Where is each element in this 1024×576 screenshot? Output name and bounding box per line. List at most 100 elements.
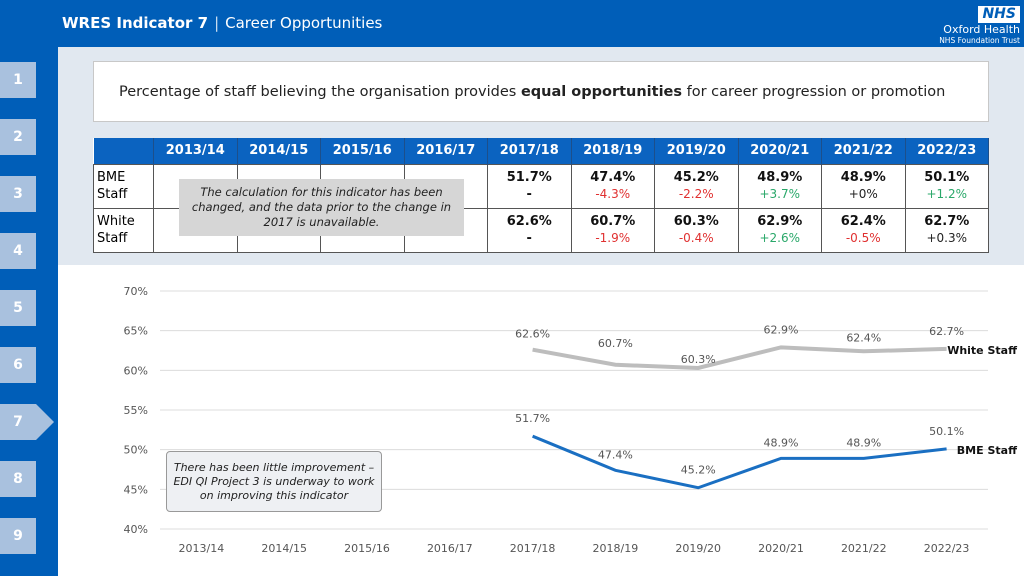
year-header: 2020/21 (738, 138, 822, 164)
indicator-subtitle: Career Opportunities (225, 14, 383, 32)
x-tick-label: 2014/15 (261, 542, 307, 555)
year-header: 2019/20 (654, 138, 739, 164)
cell-change: -2.2% (678, 187, 714, 201)
org-name: Oxford Health (943, 23, 1020, 36)
nav-item-2[interactable]: 2 (0, 119, 36, 155)
series-line-bme (532, 434, 947, 490)
table-cell: 62.6% - (487, 207, 572, 253)
cell-value: 60.3% (673, 214, 719, 229)
year-header: 2016/17 (404, 138, 488, 164)
nav-item-8[interactable]: 8 (0, 461, 36, 497)
cell-change: - (526, 187, 532, 202)
table-cell: 45.2% -2.2% (654, 163, 739, 209)
nav-item-3[interactable]: 3 (0, 176, 36, 212)
cell-value: 62.9% (757, 214, 803, 229)
x-tick-label: 2020/21 (758, 542, 804, 555)
y-tick-label: 65% (124, 325, 148, 338)
data-label: 48.9% (764, 436, 799, 449)
data-label: 50.1% (929, 425, 964, 438)
table-cell: 62.7% +0.3% (904, 207, 989, 253)
question-box: Percentage of staff believing the organi… (93, 61, 989, 122)
cell-change: -0.5% (845, 231, 881, 245)
cell-value: 47.4% (590, 170, 636, 185)
y-tick-label: 45% (124, 483, 148, 496)
nhs-logo: NHS Oxford Health NHS Foundation Trust (939, 3, 1020, 45)
x-tick-label: 2016/17 (427, 542, 473, 555)
nav-item-7[interactable]: 7 (0, 404, 54, 440)
cell-value: 48.9% (757, 170, 803, 185)
x-tick-label: 2022/23 (924, 542, 970, 555)
series-legend-label: BME Staff (957, 444, 1017, 457)
year-header: 2017/18 (487, 138, 572, 164)
cell-value: 62.6% (506, 214, 552, 229)
data-label: 62.7% (929, 325, 964, 338)
year-header: 2018/19 (571, 138, 655, 164)
y-tick-label: 60% (124, 364, 148, 377)
data-label: 47.4% (598, 448, 633, 461)
table-cell: 62.9% +2.6% (737, 207, 822, 253)
cell-value: 60.7% (590, 214, 636, 229)
row-label: White Staff (93, 207, 154, 253)
x-tick-label: 2013/14 (179, 542, 225, 555)
page-title: WRES Indicator 7 | Career Opportunities (62, 14, 382, 32)
chart-annotation: There has been little improvement – EDI … (166, 451, 382, 512)
nhs-logo-mark: NHS (978, 6, 1020, 23)
data-label: 45.2% (681, 464, 716, 477)
year-header: 2013/14 (153, 138, 238, 164)
series-legend-label: White Staff (947, 344, 1017, 357)
y-tick-label: 55% (124, 404, 148, 417)
cell-change: +1.2% (926, 187, 968, 201)
cell-change: -1.9% (595, 231, 631, 245)
x-tick-label: 2019/20 (675, 542, 721, 555)
cell-change: -4.3% (595, 187, 631, 201)
data-label: 62.9% (764, 323, 799, 336)
year-header: 2022/23 (905, 138, 989, 164)
data-label: 62.4% (846, 331, 881, 344)
cell-change: +3.7% (759, 187, 801, 201)
cell-value: 45.2% (673, 170, 719, 185)
data-label: 62.6% (515, 328, 550, 341)
table-cell: 50.1% +1.2% (904, 163, 989, 209)
cell-value: 48.9% (840, 170, 886, 185)
table-cell: 47.4% -4.3% (570, 163, 655, 209)
table-cell: 48.9% +0% (821, 163, 906, 209)
series-line-white (532, 345, 947, 370)
table-note: The calculation for this indicator has b… (179, 179, 464, 236)
question-text-post: for career progression or promotion (682, 83, 946, 100)
header-bar: WRES Indicator 7 | Career Opportunities NH… (0, 0, 1024, 47)
cell-change: - (526, 231, 532, 246)
cell-change: +2.6% (759, 231, 801, 245)
x-tick-label: 2015/16 (344, 542, 390, 555)
data-table: 2013/14 2014/15 2015/16 2016/17 2017/18 2018/… (93, 138, 989, 253)
nav-item-4[interactable]: 4 (0, 233, 36, 269)
title-separator: | (214, 14, 220, 32)
year-header: 2021/22 (821, 138, 906, 164)
x-tick-label: 2021/22 (841, 542, 887, 555)
data-label: 60.3% (681, 353, 716, 366)
y-tick-label: 50% (124, 444, 148, 457)
data-label: 51.7% (515, 412, 550, 425)
question-text-bold: equal opportunities (520, 83, 683, 100)
cell-change: +0% (848, 187, 878, 201)
table-row: White Staff 62.6% - 60.7% -1.9% 60.3% -0.4% 62.… (93, 207, 989, 253)
year-header: 2014/15 (237, 138, 321, 164)
nav-item-1[interactable]: 1 (0, 62, 36, 98)
cell-change: +0.3% (926, 231, 968, 245)
year-header: 2015/16 (320, 138, 405, 164)
indicator-title: WRES Indicator 7 (62, 14, 209, 32)
row-label: BME Staff (93, 163, 154, 209)
nav-item-6[interactable]: 6 (0, 347, 36, 383)
cell-value: 62.7% (924, 214, 970, 229)
data-label: 60.7% (598, 337, 633, 350)
table-cell: 60.7% -1.9% (570, 207, 655, 253)
table-cell: 60.3% -0.4% (654, 207, 739, 253)
nav-item-5[interactable]: 5 (0, 290, 36, 326)
nav-item-9[interactable]: 9 (0, 518, 36, 554)
x-tick-label: 2017/18 (510, 542, 556, 555)
question-text-pre: Percentage of staff believing the organi… (119, 83, 521, 100)
cell-value: 51.7% (506, 170, 552, 185)
data-label: 48.9% (846, 436, 881, 449)
cell-change: -0.4% (678, 231, 714, 245)
corner-header (93, 138, 154, 164)
